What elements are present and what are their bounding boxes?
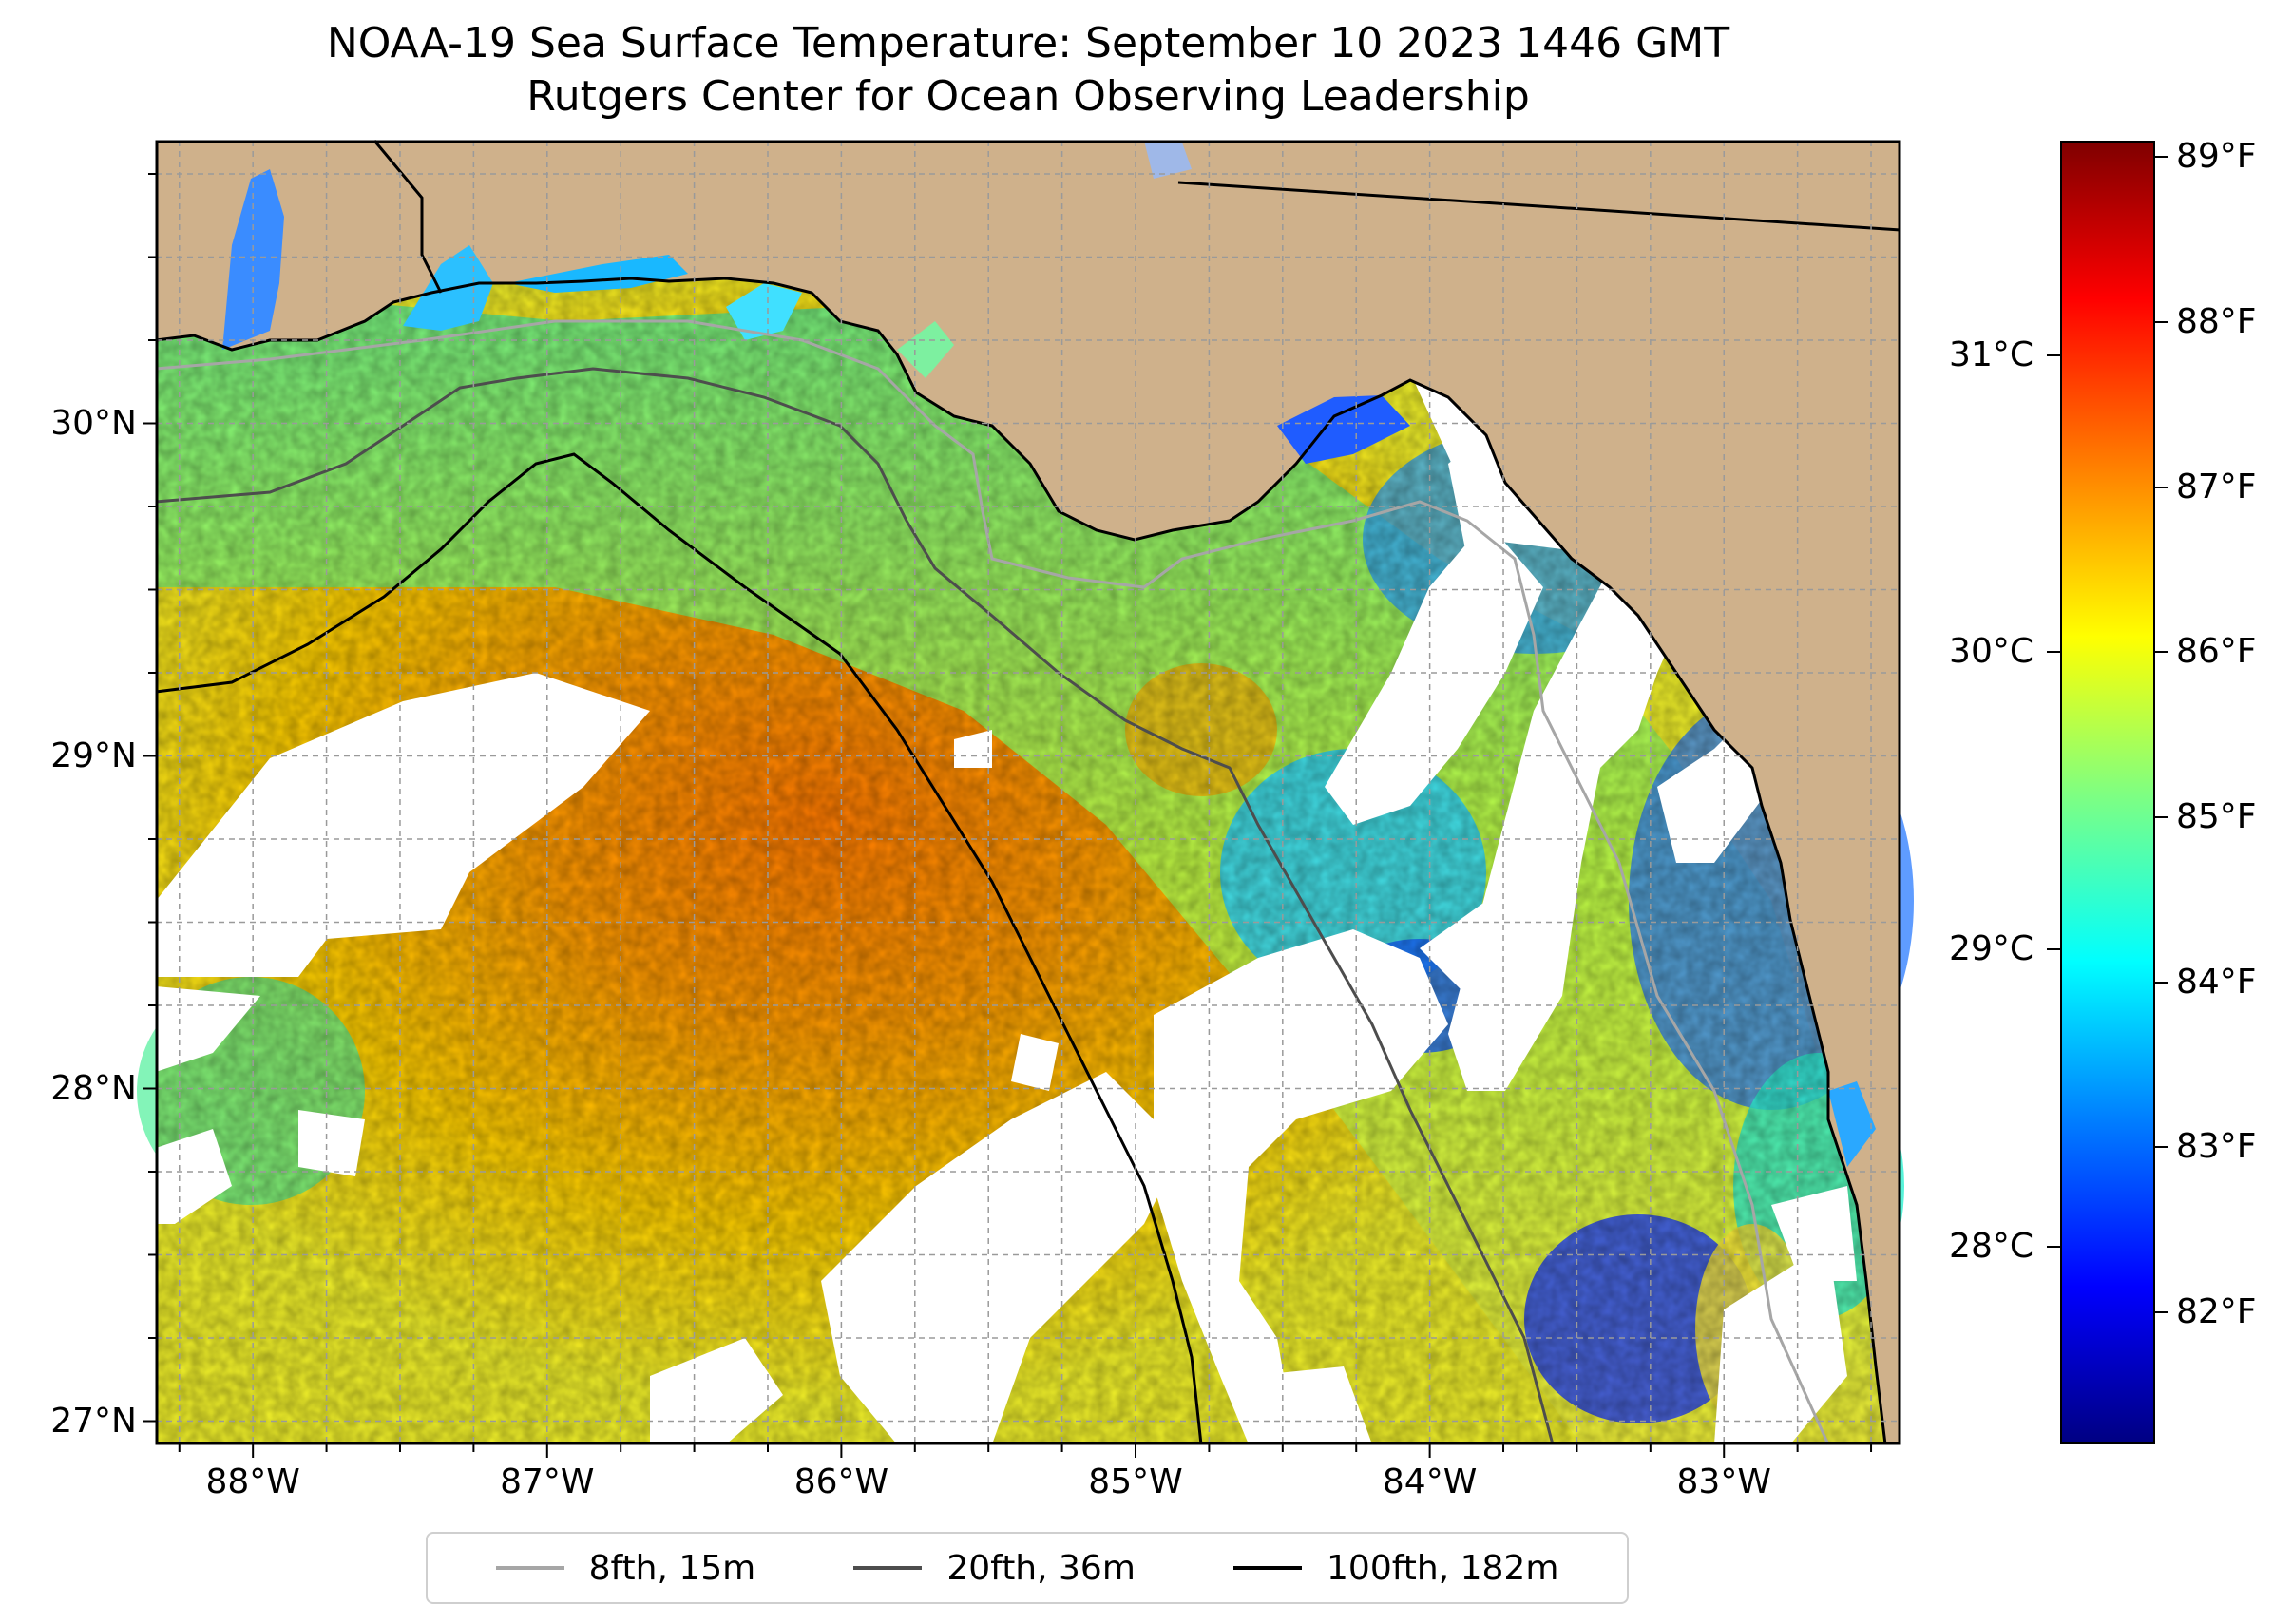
title-line-1: NOAA-19 Sea Surface Temperature: Septemb… xyxy=(326,19,1730,67)
colorbar-label-f: 89°F xyxy=(2176,137,2257,177)
legend-label-20fth: 20fth, 36m xyxy=(946,1548,1136,1588)
colorbar-tick-c xyxy=(2047,947,2060,950)
colorbar-label-c: 30°C xyxy=(1949,632,2034,672)
legend-item-100fth: 100fth, 182m xyxy=(1233,1549,1558,1588)
colorbar-tick-f xyxy=(2155,651,2168,654)
colorbar-label-f: 85°F xyxy=(2176,797,2257,837)
lat-label: 28°N xyxy=(50,1068,137,1108)
lon-label: 88°W xyxy=(205,1462,300,1501)
legend-item-8fth: 8fth, 15m xyxy=(495,1548,756,1588)
axis-ticks xyxy=(143,173,1873,1458)
colorbar-tick-c xyxy=(2047,651,2060,654)
tampa-bay xyxy=(1828,1081,1876,1167)
colorbar-tick-f xyxy=(2155,321,2168,324)
colorbar-tick-f xyxy=(2155,1146,2168,1149)
lon-label: 87°W xyxy=(500,1462,595,1501)
coastline xyxy=(155,277,1887,1445)
lon-label: 83°W xyxy=(1676,1462,1771,1501)
colorbar-label-f: 86°F xyxy=(2176,632,2257,672)
st-andrews-bay xyxy=(726,283,802,340)
st-joseph-bay xyxy=(897,321,954,378)
colorbar-label-f: 82°F xyxy=(2176,1292,2257,1332)
title-line-2: Rutgers Center for Ocean Observing Leade… xyxy=(526,72,1530,121)
colorbar-tick-c xyxy=(2047,353,2060,356)
legend-swatch-20fth xyxy=(853,1566,923,1570)
colorbar-label-c: 29°C xyxy=(1949,928,2034,968)
state-border-ga xyxy=(1177,181,1901,232)
map-canvas[interactable] xyxy=(137,140,1914,1458)
legend-label-8fth: 8fth, 15m xyxy=(588,1548,756,1588)
lon-label: 84°W xyxy=(1382,1462,1478,1501)
legend-swatch-100fth xyxy=(1233,1566,1303,1570)
legend: 8fth, 15m 20fth, 36m 100fth, 182m xyxy=(426,1532,1629,1604)
isobath-8fth xyxy=(155,319,1830,1445)
colorbar-label-f: 84°F xyxy=(2176,962,2257,1002)
colorbar-tick-f xyxy=(2155,816,2168,819)
legend-label-100fth: 100fth, 182m xyxy=(1327,1548,1559,1588)
lat-label: 29°N xyxy=(50,736,137,775)
sst-map[interactable] xyxy=(137,140,1914,1458)
colorbar-tick-f xyxy=(2155,486,2168,488)
lake xyxy=(1144,141,1192,179)
land-north xyxy=(156,141,1900,1444)
colorbar-tick-f xyxy=(2155,1311,2168,1314)
gridlines xyxy=(156,141,1900,1444)
map-frame xyxy=(155,140,1901,1445)
colorbar-tick-c xyxy=(2047,1245,2060,1248)
lon-label: 85°W xyxy=(1088,1462,1183,1501)
isobath-20fth xyxy=(155,367,1555,1445)
lat-label: 27°N xyxy=(50,1401,137,1441)
chart-title: NOAA-19 Sea Surface Temperature: Septemb… xyxy=(156,17,1900,124)
colorbar-label-f: 83°F xyxy=(2176,1127,2257,1167)
state-border-al xyxy=(372,140,443,294)
colorbar-label-c: 28°C xyxy=(1949,1226,2034,1266)
isobath-100fth xyxy=(155,452,1203,1445)
legend-item-20fth: 20fth, 36m xyxy=(853,1549,1136,1588)
legend-swatch-8fth xyxy=(495,1566,564,1570)
colorbar-label-f: 87°F xyxy=(2176,467,2257,506)
colorbar-tick-f xyxy=(2155,981,2168,984)
lon-label: 86°W xyxy=(793,1462,889,1501)
lat-label: 30°N xyxy=(50,403,137,443)
colorbar-label-f: 88°F xyxy=(2176,302,2257,342)
colorbar-tick-f xyxy=(2155,156,2168,159)
colorbar xyxy=(2060,141,2155,1444)
colorbar-label-c: 31°C xyxy=(1949,334,2034,374)
